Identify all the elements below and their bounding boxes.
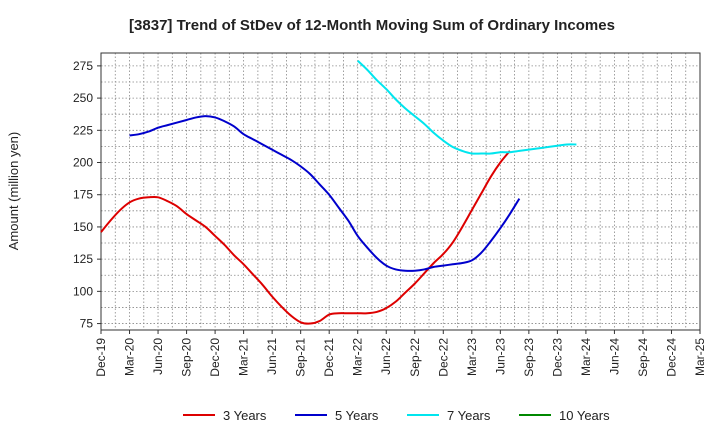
legend-label-7-years: 7 Years bbox=[447, 408, 491, 423]
chart-title: [3837] Trend of StDev of 12-Month Moving… bbox=[129, 17, 615, 34]
x-tick-label: Dec-19 bbox=[94, 338, 108, 377]
plot-area: 75 100 125 150 175 200 225 250 275 Dec-19 Mar-20 Ju… bbox=[73, 52, 707, 377]
x-tick-label: Mar-25 bbox=[693, 338, 707, 376]
legend-label-3-years: 3 Years bbox=[223, 408, 267, 423]
x-tick-label: Mar-22 bbox=[351, 338, 365, 376]
x-tick-label: Dec-24 bbox=[664, 338, 678, 377]
y-tick-label: 200 bbox=[73, 156, 93, 170]
y-tick-label: 75 bbox=[80, 317, 94, 331]
x-tick-label: Mar-21 bbox=[237, 338, 251, 376]
legend-label-5-years: 5 Years bbox=[335, 408, 379, 423]
y-tick-label: 275 bbox=[73, 59, 93, 73]
x-tick-label: Dec-22 bbox=[436, 338, 450, 377]
x-tick-label: Jun-23 bbox=[493, 338, 507, 375]
series-line-5-years bbox=[129, 115, 521, 272]
x-tick-label: Dec-21 bbox=[322, 338, 336, 377]
x-tick-label: Dec-20 bbox=[208, 338, 222, 377]
y-tick-label: 175 bbox=[73, 188, 93, 202]
x-tick-label: Jun-21 bbox=[265, 338, 279, 375]
y-axis-label: Amount (million yen) bbox=[6, 132, 21, 251]
y-tick-label: 225 bbox=[73, 123, 93, 137]
x-tick-label: Mar-24 bbox=[579, 338, 593, 376]
x-tick-label: Sep-22 bbox=[408, 338, 422, 377]
y-tick-label: 125 bbox=[73, 252, 93, 266]
x-tick-label: Dec-23 bbox=[550, 338, 564, 377]
x-tick-label: Mar-20 bbox=[123, 338, 137, 376]
legend: 3 Years 5 Years 7 Years 10 Years bbox=[183, 408, 610, 423]
series-line-7-years bbox=[357, 60, 577, 155]
y-tick-label: 250 bbox=[73, 91, 93, 105]
y-tick-label: 150 bbox=[73, 220, 93, 234]
x-tick-label: Jun-22 bbox=[379, 338, 393, 375]
x-tick-label: Sep-21 bbox=[294, 338, 308, 377]
x-tick-label: Sep-24 bbox=[636, 338, 650, 377]
series-line-3-years bbox=[100, 150, 511, 325]
legend-label-10-years: 10 Years bbox=[559, 408, 610, 423]
x-tick-label: Sep-20 bbox=[180, 338, 194, 377]
y-tick-label: 100 bbox=[73, 284, 93, 298]
plot-frame bbox=[100, 52, 701, 331]
grid bbox=[100, 53, 701, 330]
x-tick-label: Jun-20 bbox=[151, 338, 165, 375]
x-tick-label: Sep-23 bbox=[522, 338, 536, 377]
x-tick-label: Mar-23 bbox=[465, 338, 479, 376]
x-tick-label: Jun-24 bbox=[607, 338, 621, 375]
